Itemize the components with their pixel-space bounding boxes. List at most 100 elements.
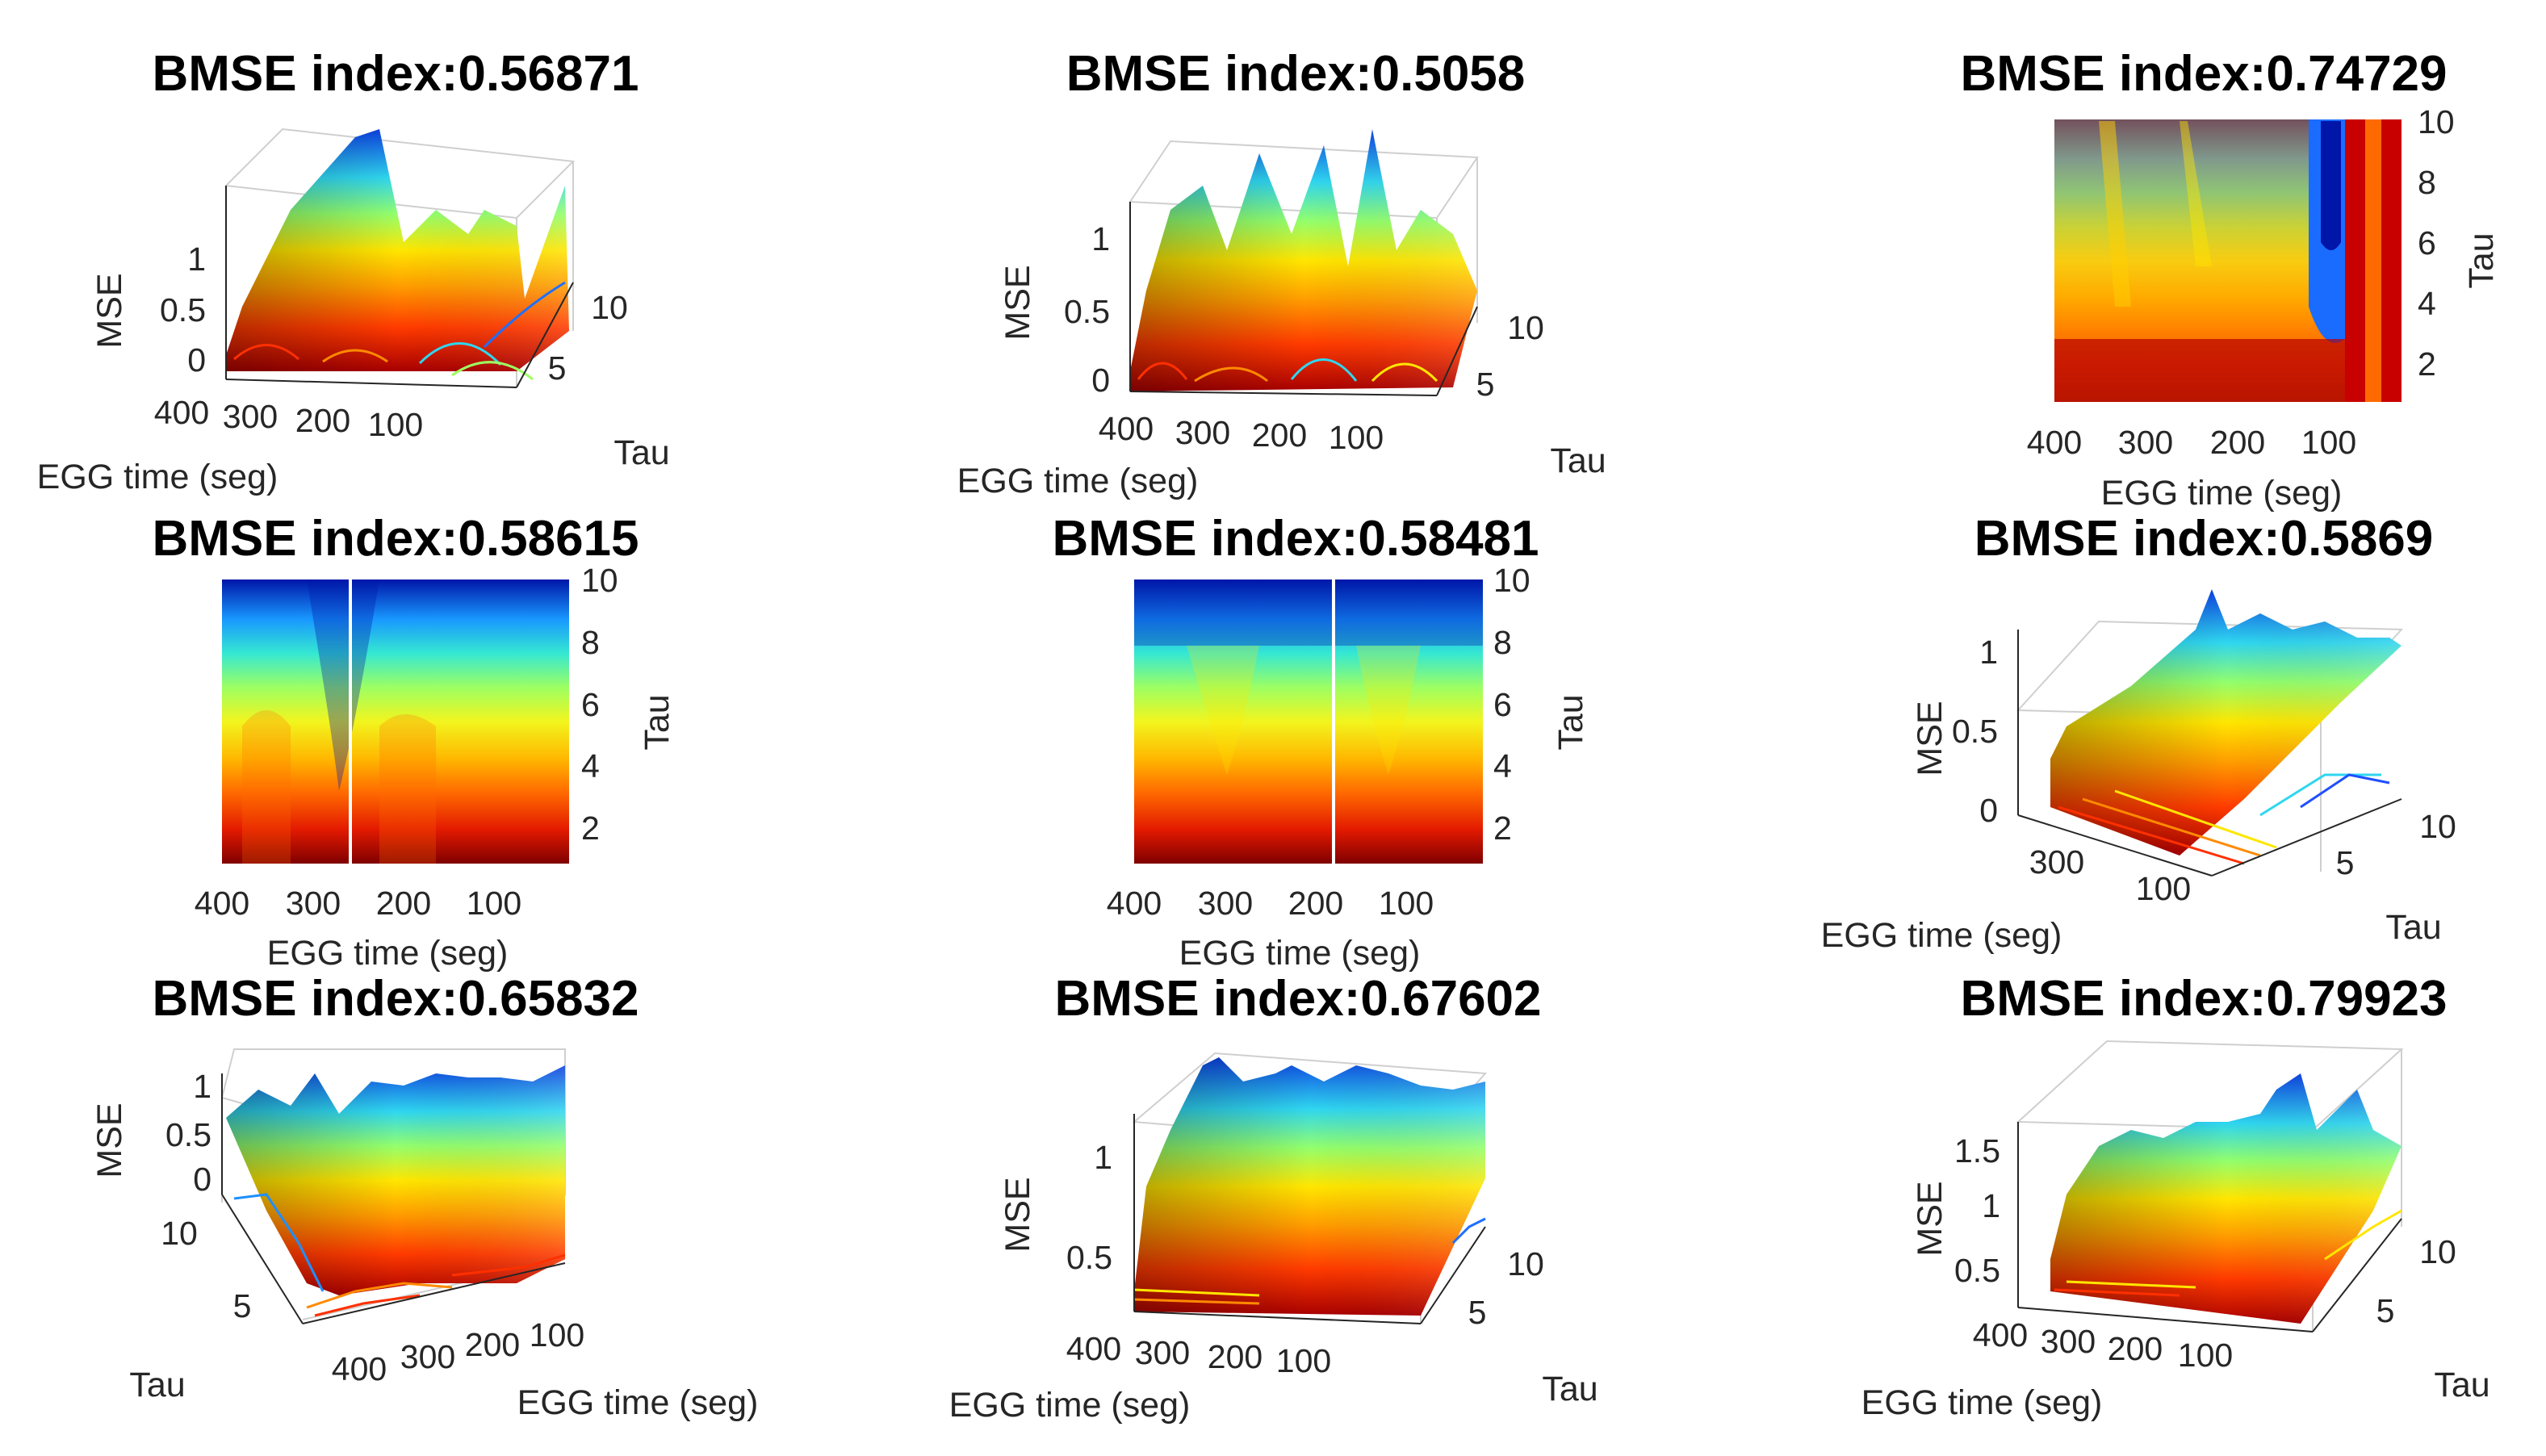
y-tick: 5: [2376, 1292, 2395, 1329]
y-tick: 8: [2418, 164, 2436, 201]
z-axis-label: MSE: [90, 1102, 129, 1178]
y-tick: 10: [1507, 1245, 1544, 1282]
y-tick: 10: [1507, 309, 1544, 346]
z-tick: 0: [193, 1161, 211, 1198]
y-tick: 6: [2418, 224, 2436, 261]
x-axis-label: EGG time (seg): [2101, 474, 2343, 513]
panel-title: BMSE index:0.79923: [1960, 971, 2447, 1027]
z-tick: 1: [187, 241, 206, 278]
y-tick: 5: [1468, 1294, 1487, 1331]
y-axis-label: Tau: [613, 433, 669, 472]
panel-0: BMSE index:0.56871 0 0.5 1 MSE 400 300 2…: [37, 46, 670, 496]
z-tick: 0.5: [165, 1116, 211, 1153]
x-tick: 100: [1276, 1342, 1331, 1379]
x-tick: 100: [1329, 419, 1384, 456]
contour-lines: [233, 1193, 566, 1317]
y-tick: 4: [581, 747, 600, 784]
y-tick: 10: [2419, 1233, 2456, 1270]
x-tick: 300: [1135, 1334, 1190, 1371]
x-axis-label: EGG time (seg): [1861, 1383, 2103, 1422]
z-axis-label: MSE: [999, 1177, 1037, 1252]
y-axis-label: Tau: [2434, 1366, 2489, 1404]
y-tick: 10: [2418, 103, 2455, 140]
x-tick: 400: [195, 885, 249, 922]
y-tick: 2: [1493, 810, 1512, 847]
x-tick: 200: [2210, 424, 2265, 461]
z-tick: 1: [1091, 220, 1110, 257]
panel-title: BMSE index:0.74729: [1960, 46, 2447, 102]
x-tick: 300: [2029, 843, 2084, 881]
y-tick: 2: [2418, 345, 2436, 383]
panel-6: BMSE index:0.65832 0 0.5 1 MSE 400 300 2…: [90, 971, 758, 1422]
z-tick: 0: [1091, 362, 1110, 399]
panel-title: BMSE index:0.58615: [152, 511, 639, 567]
panel-1: BMSE index:0.5058 0 0.5 1 MSE 400 300 20…: [957, 46, 1606, 500]
panel-2: BMSE index:0.74729 2 4 6 8 10 Tau 400 30…: [1960, 46, 2501, 513]
y-tick: 4: [1493, 747, 1512, 784]
panel-title: BMSE index:0.58481: [1052, 511, 1539, 567]
z-tick: 1: [1094, 1139, 1112, 1176]
x-tick: 100: [368, 406, 423, 443]
z-tick: 0.5: [1952, 713, 1998, 750]
y-axis-label: Tau: [2385, 908, 2441, 947]
z-axis-label: MSE: [999, 265, 1037, 340]
z-tick: 1: [193, 1068, 211, 1105]
x-tick: 100: [2178, 1337, 2233, 1374]
panel-title: BMSE index:0.67602: [1054, 971, 1541, 1027]
heatmap: [1134, 579, 1483, 864]
x-tick: 400: [1973, 1316, 2028, 1353]
z-tick: 1.5: [1954, 1132, 2000, 1169]
y-tick: 5: [233, 1287, 252, 1324]
x-tick: 200: [2108, 1330, 2163, 1367]
x-tick: 300: [1198, 885, 1253, 922]
x-tick: 300: [400, 1338, 455, 1375]
contour-lines: [2058, 773, 2390, 865]
panel-4: BMSE index:0.58481 2 4 6 8 10 Tau 400 30…: [1052, 511, 1590, 973]
panel-5: BMSE index:0.5869 0 0.5 1 MSE 300 100 EG…: [1821, 511, 2456, 955]
panel-title: BMSE index:0.5869: [1974, 511, 2434, 567]
y-tick: 8: [581, 624, 600, 661]
y-tick: 10: [2419, 808, 2456, 845]
x-axis-label: EGG time (seg): [957, 462, 1199, 500]
y-axis-label: Tau: [1550, 441, 1606, 480]
x-tick: 100: [1379, 885, 1434, 922]
x-tick: 200: [1252, 416, 1307, 454]
contour-lines: [2054, 1209, 2402, 1297]
x-tick: 400: [332, 1350, 387, 1387]
heatmap: [222, 579, 569, 864]
y-tick: 4: [2418, 285, 2436, 322]
x-axis-label: EGG time (seg): [1821, 916, 2062, 955]
heatmap: [2054, 119, 2402, 402]
x-tick: 200: [295, 402, 350, 439]
y-axis-label: Tau: [638, 694, 676, 750]
z-axis-label: MSE: [90, 273, 129, 348]
x-tick: 100: [2136, 870, 2191, 907]
y-tick: 6: [581, 686, 600, 723]
panel-title: BMSE index:0.56871: [152, 46, 639, 102]
y-tick: 10: [581, 562, 618, 599]
z-tick: 0: [1979, 792, 1998, 829]
x-tick: 400: [2027, 424, 2082, 461]
panel-3: BMSE index:0.58615 2 4 6 8 10 Tau 400 30…: [152, 511, 676, 973]
panel-8: BMSE index:0.79923 0.5 1 1.5 MSE 400 300…: [1861, 971, 2490, 1422]
contour-lines: [1137, 358, 1438, 383]
x-axis-label: EGG time (seg): [517, 1383, 759, 1422]
y-axis-label: Tau: [1551, 694, 1590, 750]
y-tick: 5: [1476, 366, 1495, 403]
y-tick: 10: [161, 1215, 198, 1252]
z-tick: 0.5: [1954, 1252, 2000, 1289]
x-tick: 400: [1099, 410, 1154, 447]
x-tick: 100: [2301, 424, 2356, 461]
x-tick: 400: [1107, 885, 1162, 922]
x-tick: 200: [465, 1326, 520, 1363]
x-tick: 300: [286, 885, 341, 922]
z-tick: 0: [187, 341, 206, 379]
x-axis-label: EGG time (seg): [949, 1386, 1191, 1425]
x-axis-label: EGG time (seg): [267, 934, 509, 973]
x-tick: 300: [223, 398, 278, 435]
y-tick: 5: [2336, 844, 2355, 881]
x-tick: 400: [154, 394, 209, 431]
y-tick: 10: [591, 289, 628, 326]
y-tick: 8: [1493, 624, 1512, 661]
